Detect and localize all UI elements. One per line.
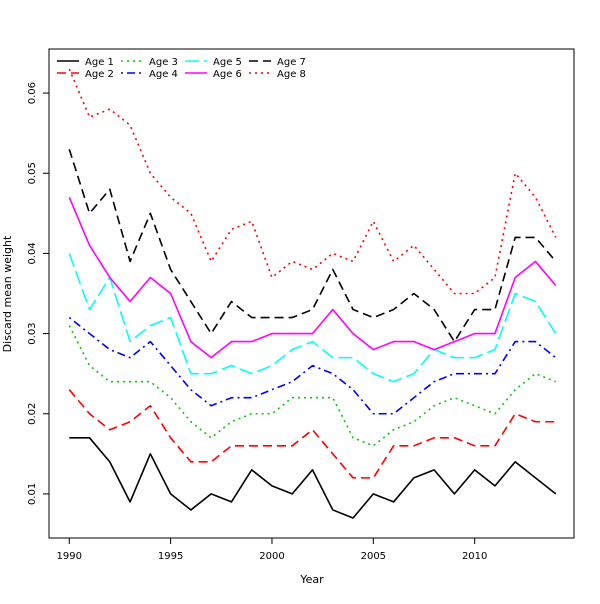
x-tick-label: 2000: [259, 551, 284, 562]
legend-label-age-3: Age 3: [149, 57, 178, 68]
series-line-age-1: [69, 436, 557, 519]
series-line-age-6: [68, 196, 557, 359]
series-line-age-2: [68, 389, 556, 479]
y-tick-label: 0.06: [27, 82, 38, 104]
plot-frame: [48, 48, 575, 539]
legend-label-age-5: Age 5: [213, 57, 242, 68]
legend-label-age-4: Age 4: [149, 69, 178, 80]
legend-label-age-7: Age 7: [277, 57, 306, 68]
series-line-age-8: [68, 68, 557, 295]
y-tick-label: 0.02: [27, 403, 38, 425]
y-tick-label: 0.05: [27, 162, 38, 184]
series-line-age-3: [68, 325, 557, 447]
series-line-age-5: [68, 253, 557, 383]
y-tick-label: 0.04: [27, 242, 38, 264]
legend-label-age-8: Age 8: [277, 69, 306, 80]
series-layer: [68, 68, 557, 519]
series-line-age-4: [68, 316, 557, 415]
legend-label-age-1: Age 1: [85, 57, 114, 68]
x-tick-label: 1990: [57, 551, 82, 562]
x-axis-label: Year: [299, 573, 324, 586]
legend-label-age-2: Age 2: [85, 69, 114, 80]
x-tick-label: 2005: [361, 551, 386, 562]
y-tick-label: 0.01: [27, 483, 38, 505]
series-line-age-7: [68, 148, 557, 343]
y-tick-label: 0.03: [27, 322, 38, 344]
y-axis-label: Discard mean weight: [1, 235, 14, 352]
legend-label-age-6: Age 6: [213, 69, 242, 80]
x-tick-label: 1995: [158, 551, 183, 562]
x-tick-label: 2010: [462, 551, 487, 562]
x-axis: 1990 1995 2000 2005 2010: [57, 538, 487, 562]
y-axis: 0.01 0.02 0.03 0.04 0.05 0.06: [27, 82, 49, 505]
